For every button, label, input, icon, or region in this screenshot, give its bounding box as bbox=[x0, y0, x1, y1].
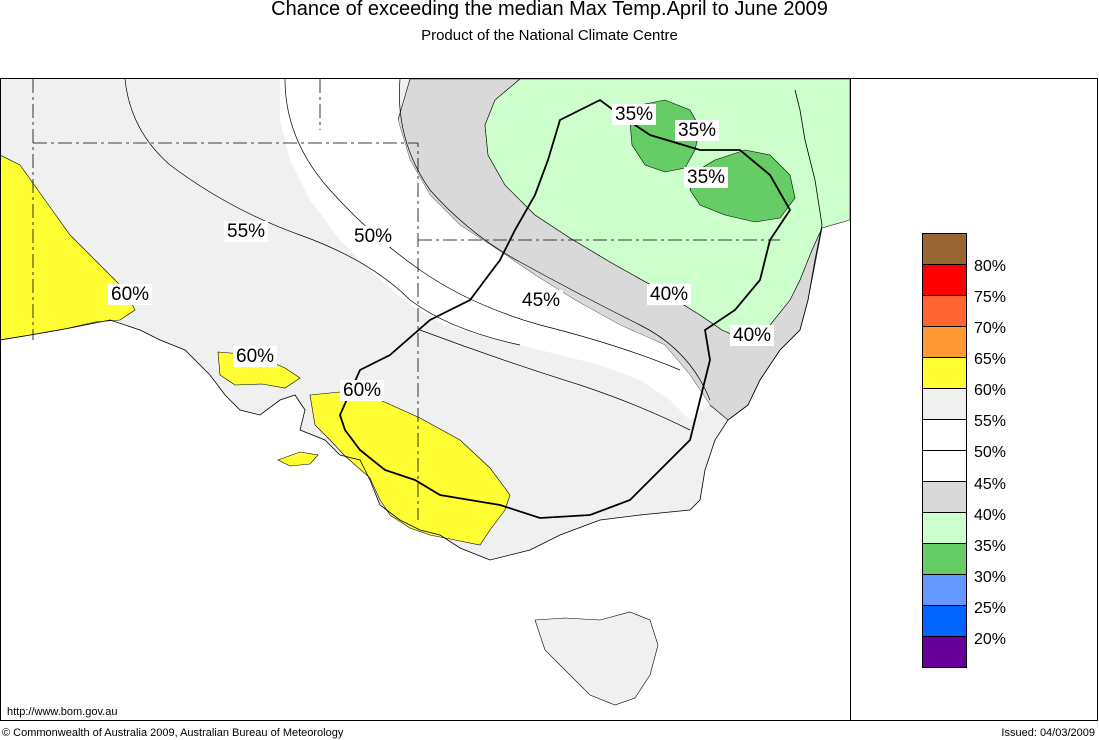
legend-label: 45% bbox=[974, 476, 1007, 493]
legend-swatch bbox=[922, 326, 967, 358]
contour-label-35-c: 35% bbox=[684, 167, 729, 188]
contour-label-35-b: 35% bbox=[675, 120, 720, 141]
contour-55 bbox=[124, 79, 521, 346]
legend-label: 40% bbox=[974, 507, 1007, 524]
issued-date: Issued: 04/03/2009 bbox=[1001, 727, 1095, 739]
legend-label: 25% bbox=[974, 600, 1007, 617]
legend-boxes bbox=[922, 233, 967, 668]
contour-label-60-c: 60% bbox=[340, 380, 385, 401]
tasmania bbox=[534, 611, 659, 706]
legend-label: 55% bbox=[974, 413, 1007, 430]
legend-swatch bbox=[922, 357, 967, 389]
basin-outline bbox=[339, 98, 792, 519]
contour-south bbox=[419, 329, 691, 431]
legend-swatch bbox=[922, 574, 967, 606]
legend-label: 50% bbox=[974, 444, 1007, 461]
legend-swatch bbox=[922, 419, 967, 451]
legend-label: 60% bbox=[974, 382, 1007, 399]
zone-60-southeast bbox=[309, 391, 511, 546]
zone-50-white bbox=[280, 79, 710, 420]
kangaroo-island bbox=[277, 451, 319, 467]
legend-swatch bbox=[922, 264, 967, 296]
legend-label: 65% bbox=[974, 351, 1007, 368]
legend-swatch bbox=[922, 388, 967, 420]
legend-label: 35% bbox=[974, 538, 1007, 555]
coastline bbox=[1, 89, 823, 561]
legend-label: 80% bbox=[974, 258, 1007, 275]
legend-swatch bbox=[922, 543, 967, 575]
contour-label-40-a: 40% bbox=[647, 284, 692, 305]
zone-35-lightgreen bbox=[484, 79, 850, 341]
legend-swatch bbox=[922, 450, 967, 482]
state-border-nt bbox=[33, 142, 419, 520]
map-subtitle: Product of the National Climate Centre bbox=[421, 27, 678, 44]
legend-label: 20% bbox=[974, 631, 1007, 648]
legend-swatch bbox=[922, 636, 967, 668]
legend-label: 70% bbox=[974, 320, 1007, 337]
contour-label-60-a: 60% bbox=[108, 284, 153, 305]
contour-50 bbox=[284, 79, 681, 371]
contour-label-60-b: 60% bbox=[233, 346, 278, 367]
contour-label-40-b: 40% bbox=[730, 325, 775, 346]
contour-label-55: 55% bbox=[224, 221, 269, 242]
legend-swatch bbox=[922, 512, 967, 544]
contour-label-50: 50% bbox=[351, 226, 396, 247]
contour-label-45: 45% bbox=[519, 290, 564, 311]
state-border-qld bbox=[319, 79, 780, 241]
copyright-notice: © Commonwealth of Australia 2009, Austra… bbox=[2, 727, 344, 739]
contour-label-35-a: 35% bbox=[612, 104, 657, 125]
source-url: http://www.bom.gov.au bbox=[7, 706, 118, 718]
legend-label: 30% bbox=[974, 569, 1007, 586]
legend-label: 75% bbox=[974, 289, 1007, 306]
legend-swatch bbox=[922, 295, 967, 327]
legend-swatch bbox=[922, 233, 967, 265]
legend-swatch bbox=[922, 605, 967, 637]
map-title: Chance of exceeding the median Max Temp.… bbox=[271, 0, 828, 20]
contour-45 bbox=[399, 79, 711, 401]
legend-swatch bbox=[922, 481, 967, 513]
